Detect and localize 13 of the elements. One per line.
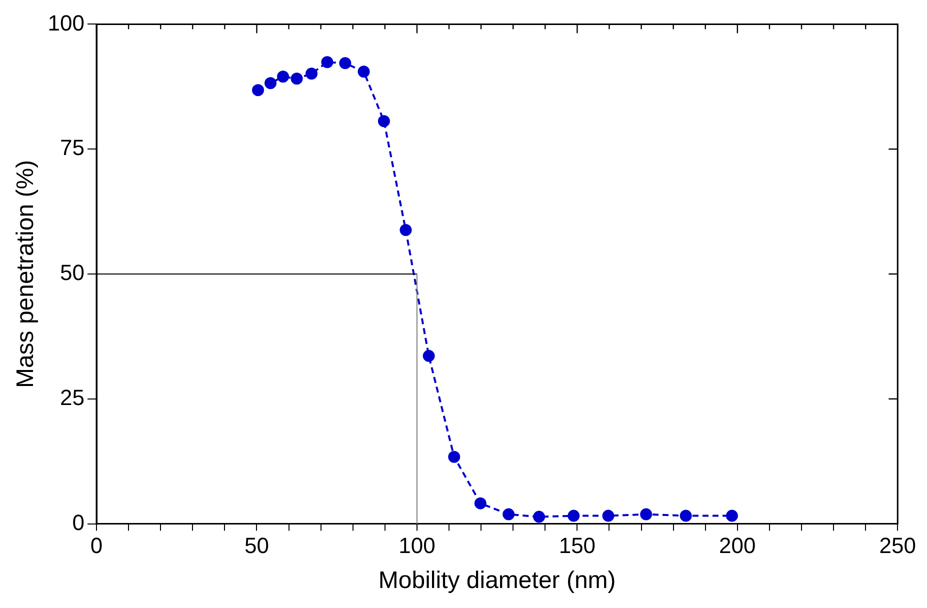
x-tick-label: 200 [719, 533, 756, 558]
y-tick-label: 75 [60, 135, 85, 160]
x-tick-label: 100 [398, 533, 436, 558]
y-tick-label: 100 [48, 10, 85, 36]
y-axis-title: Mass penetration (%) [12, 160, 40, 388]
y-tick-label: 25 [60, 384, 85, 410]
x-tick-label: 250 [879, 533, 916, 558]
x-tick-label: 0 [90, 533, 103, 558]
x-tick-label: 50 [244, 533, 269, 558]
y-tick-label: 50 [60, 260, 85, 286]
y-tick-label: 0 [72, 510, 85, 535]
x-axis-title: Mobility diameter (nm) [378, 567, 616, 594]
x-tick-label: 150 [558, 533, 596, 558]
